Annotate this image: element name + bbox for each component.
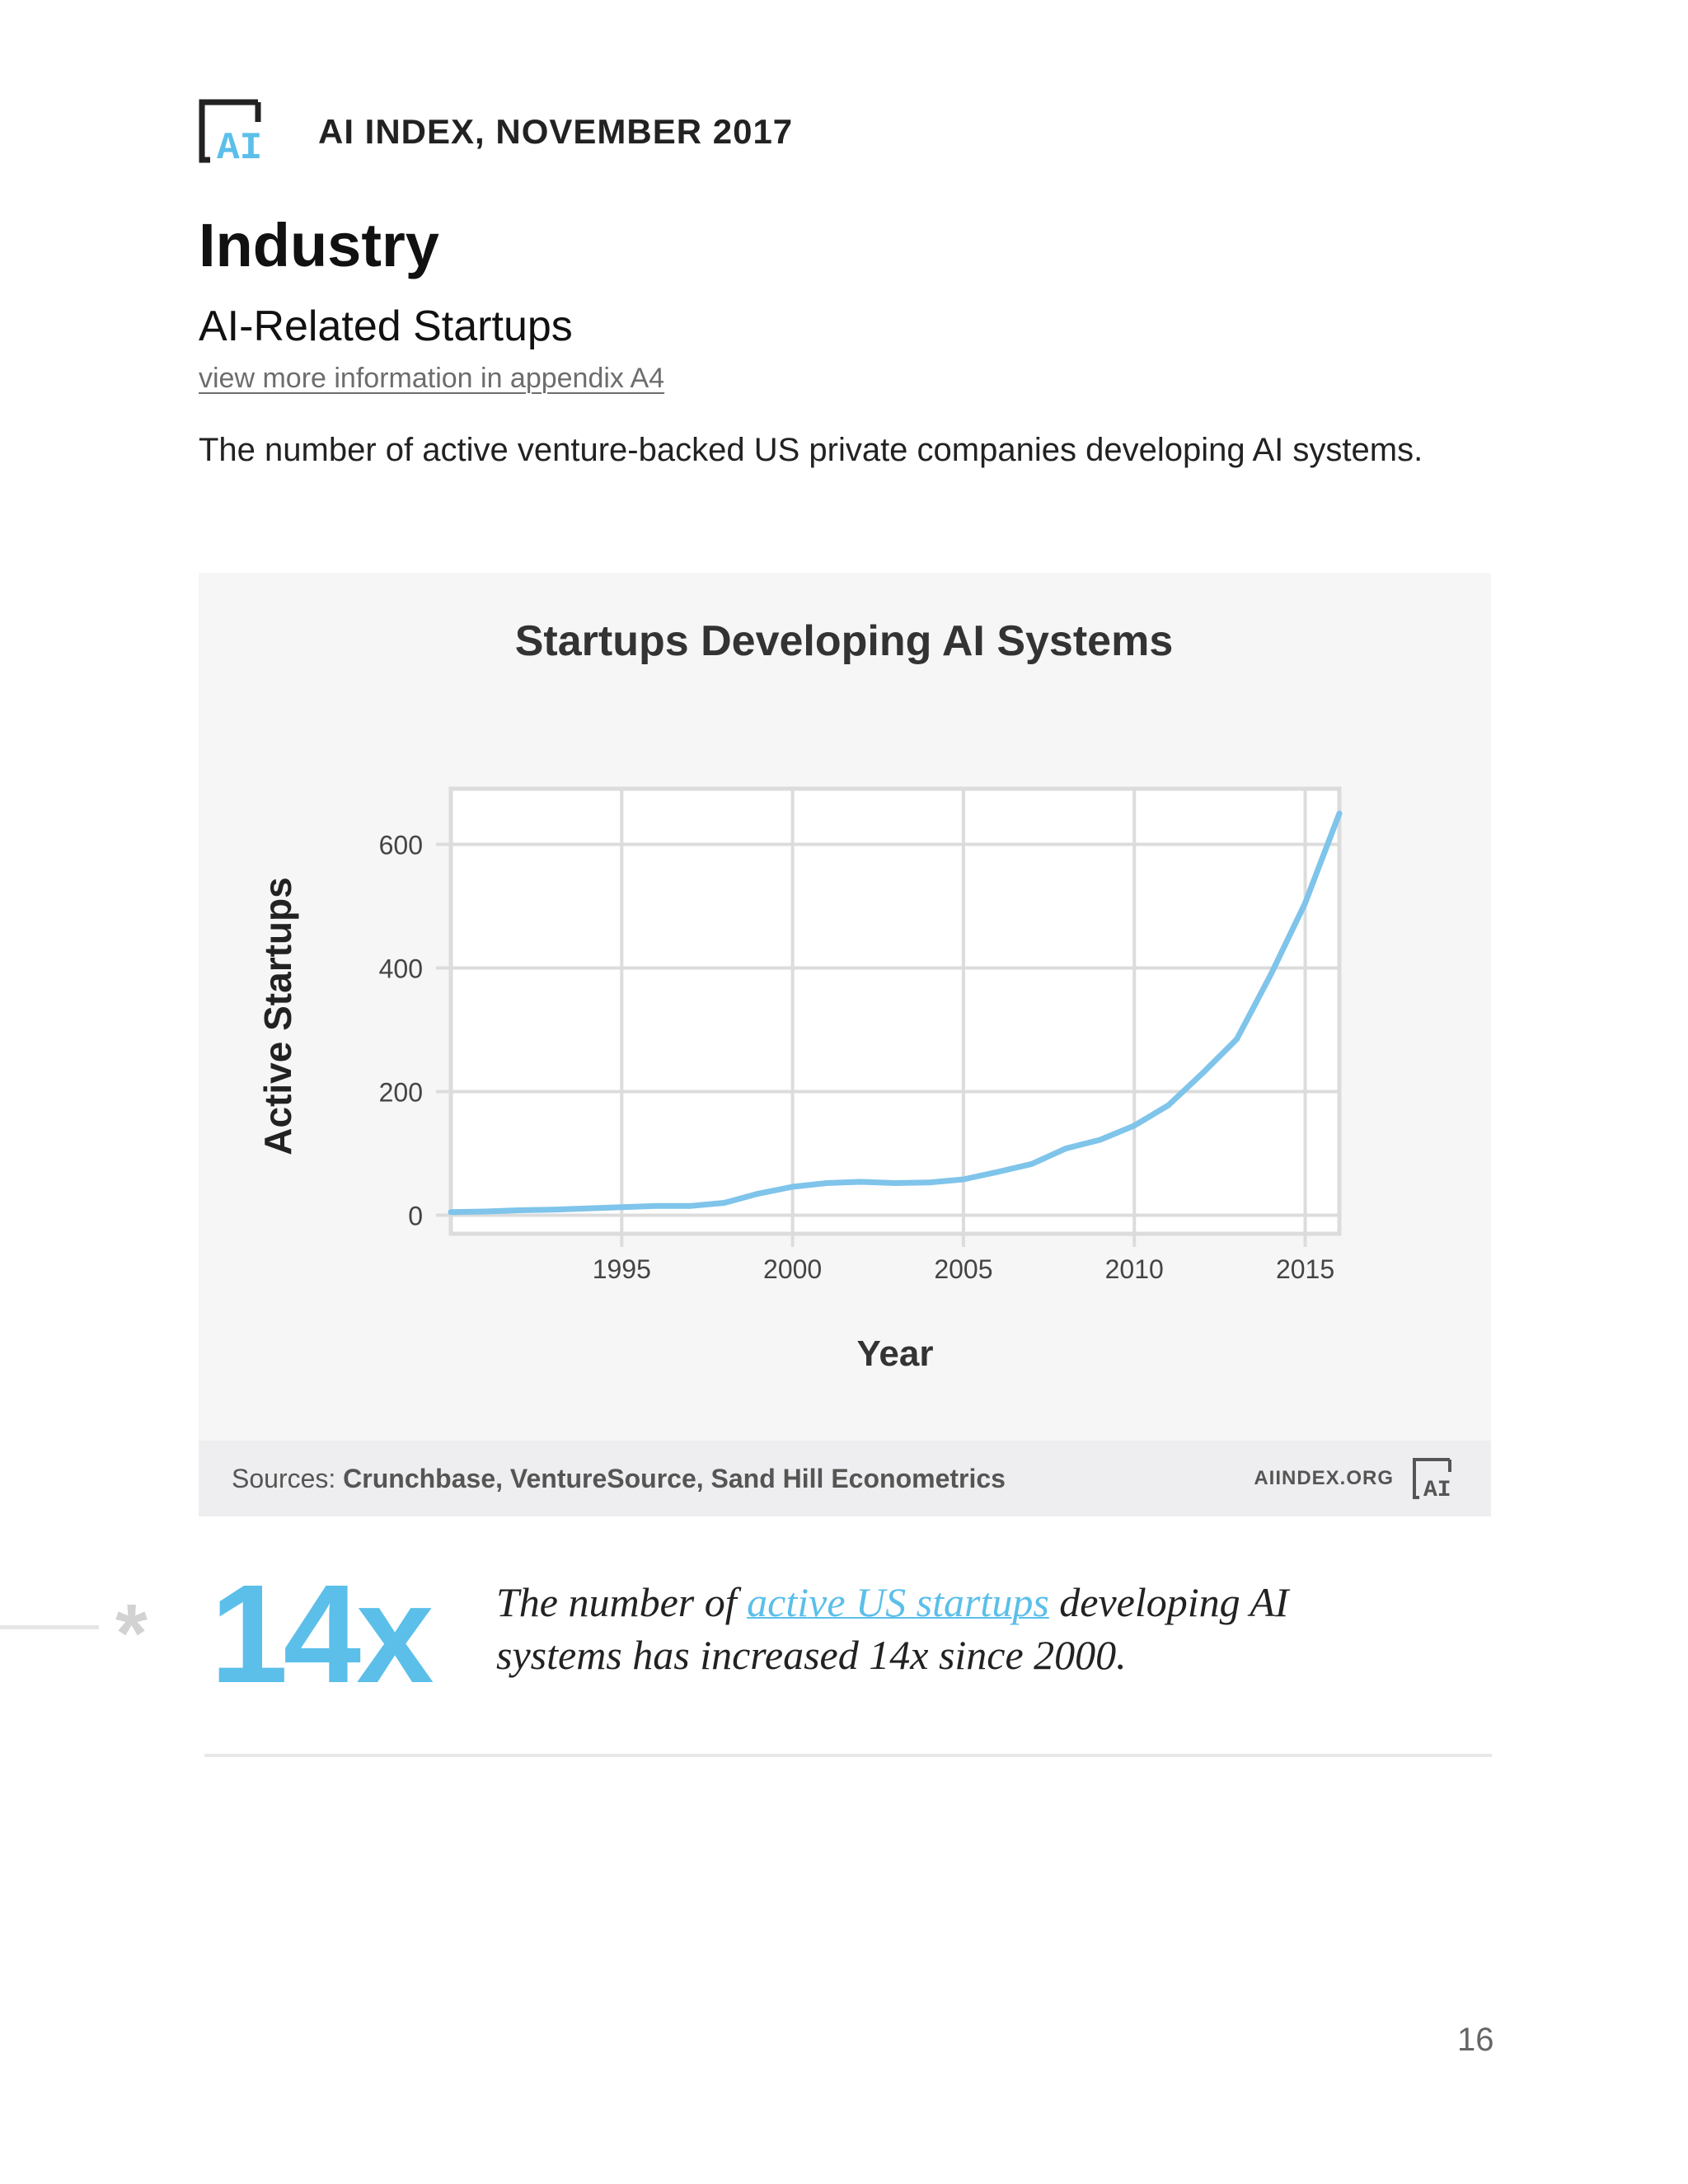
y-tick-label: 600 [379, 831, 423, 860]
highlight-rule [0, 1625, 99, 1629]
highlight-number: 14x [210, 1556, 434, 1713]
chart-title: Startups Developing AI Systems [515, 617, 1174, 665]
highlight-text: The number of active US startups develop… [496, 1576, 1403, 1681]
sources-bar: Sources: Crunchbase, VentureSource, Sand… [199, 1441, 1491, 1516]
appendix-link[interactable]: view more information in appendix A4 [199, 363, 665, 394]
plot-area [448, 786, 1342, 1236]
y-tick-label: 0 [408, 1202, 423, 1231]
x-tick-label: 2000 [763, 1254, 822, 1284]
highlight-text-before: The number of [496, 1579, 748, 1625]
section-divider [204, 1754, 1492, 1757]
y-tick-label: 400 [379, 954, 423, 984]
page-number: 16 [1457, 2022, 1494, 2058]
asterisk-icon: * [115, 1587, 148, 1680]
sources-text: Sources: Crunchbase, VentureSource, Sand… [232, 1464, 1006, 1494]
x-tick-label: 2010 [1105, 1254, 1164, 1284]
ai-index-logo: AI [199, 99, 262, 163]
y-tick-label: 200 [379, 1078, 423, 1108]
highlight-text-after: developing AI systems has increased 14x … [496, 1579, 1289, 1678]
chart-card: Startups Developing AI Systems 0 200 400 60… [199, 573, 1491, 1516]
header-title: AI INDEX, NOVEMBER 2017 [318, 112, 794, 151]
x-tick-label: 2015 [1276, 1254, 1334, 1284]
x-tick-label: 2005 [934, 1254, 992, 1284]
subsection-title: AI-Related Startups [199, 302, 573, 350]
x-axis-label: Year [857, 1333, 934, 1374]
sources-list: Crunchbase, VentureSource, Sand Hill Eco… [343, 1464, 1006, 1493]
y-axis-label: Active Startups [256, 877, 299, 1155]
startups-line-chart: Startups Developing AI Systems 0 200 400 60… [256, 617, 1343, 1374]
x-tick-label: 1995 [593, 1254, 651, 1284]
section-description: The number of active venture-backed US p… [199, 432, 1423, 468]
ai-index-small-logo: AI [1413, 1458, 1451, 1500]
active-startups-link[interactable]: active US startups [747, 1579, 1049, 1625]
sources-label: Sources: [232, 1464, 336, 1493]
svg-text:AI: AI [1423, 1478, 1451, 1500]
svg-text:AI: AI [217, 127, 262, 163]
sources-brand: AIINDEX.ORG [1254, 1467, 1394, 1489]
section-title: Industry [199, 211, 439, 279]
